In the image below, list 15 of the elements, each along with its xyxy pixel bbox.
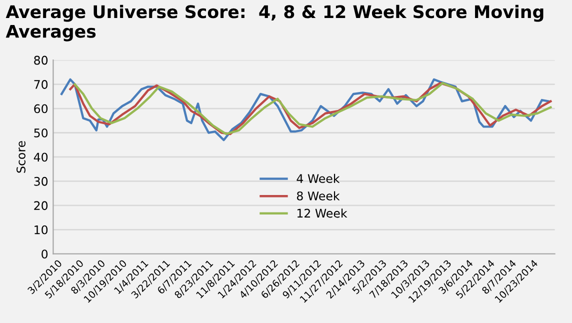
y-tick-label: 60 — [34, 104, 48, 114]
y-tick-label: 10 — [34, 225, 48, 234]
y-tick-label: 70 — [34, 80, 48, 89]
line-series — [60, 78, 550, 142]
y-tick-label: 50 — [34, 128, 48, 138]
legend-label: 12 Week — [297, 208, 348, 218]
y-tick-label: 20 — [34, 201, 48, 210]
y-tick-label: 0 — [42, 250, 48, 259]
y-axis-title: Score — [16, 141, 26, 173]
legend-label: 4 Week — [296, 174, 340, 184]
chart-title: Average Universe Score: 4, 8 & 12 Week Score Moving Averages — [6, 4, 544, 42]
y-tick-label: 30 — [34, 176, 48, 186]
y-tick-label: 40 — [34, 152, 48, 162]
y-tick-label: 80 — [34, 56, 48, 65]
legend-label: 8 Week — [296, 191, 340, 200]
